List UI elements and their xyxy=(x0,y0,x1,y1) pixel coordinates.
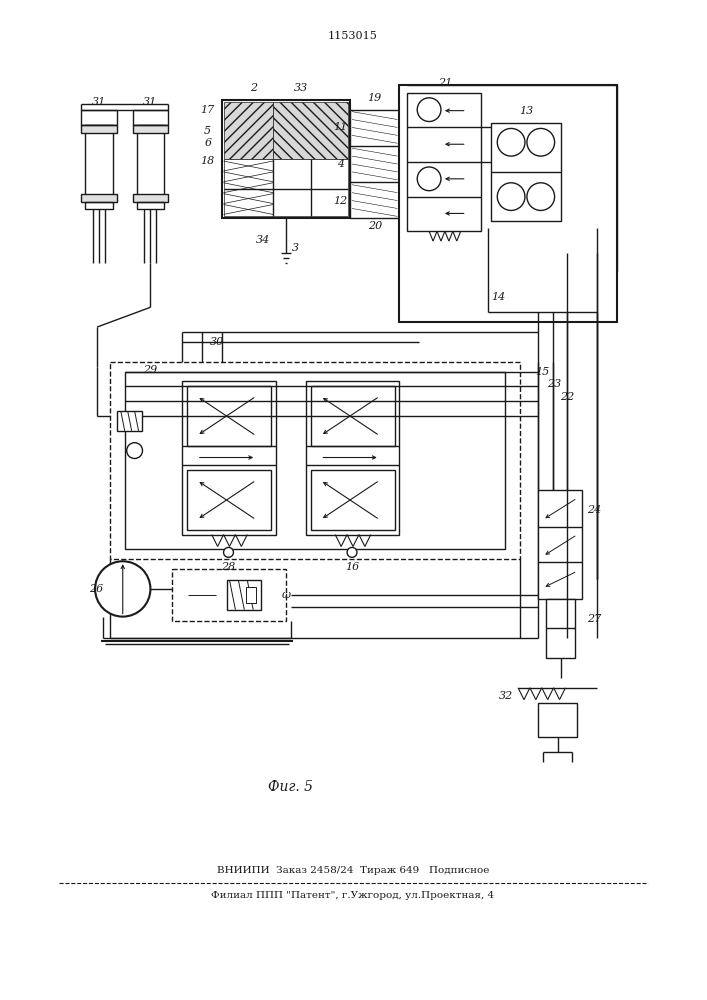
Bar xyxy=(133,110,168,125)
Bar xyxy=(187,386,271,446)
Text: 21: 21 xyxy=(438,78,452,88)
Text: 28: 28 xyxy=(221,562,235,572)
Bar xyxy=(538,490,583,599)
Bar xyxy=(310,386,395,446)
Text: 30: 30 xyxy=(209,337,223,347)
Bar xyxy=(534,135,548,149)
Circle shape xyxy=(223,547,233,557)
Circle shape xyxy=(127,443,143,458)
Circle shape xyxy=(527,128,554,156)
Text: 20: 20 xyxy=(368,221,382,231)
Text: Филиал ППП "Патент", г.Ужгород, ул.Проектная, 4: Филиал ППП "Патент", г.Ужгород, ул.Проек… xyxy=(211,891,495,900)
Bar xyxy=(546,599,575,658)
Text: 4: 4 xyxy=(337,159,344,169)
Bar xyxy=(81,125,117,133)
Bar xyxy=(226,580,261,610)
Text: 13: 13 xyxy=(519,106,533,116)
Text: 34: 34 xyxy=(256,235,270,245)
Text: 3: 3 xyxy=(292,243,299,253)
Bar xyxy=(305,381,399,535)
Bar xyxy=(173,569,286,621)
Text: 16: 16 xyxy=(345,562,359,572)
Bar xyxy=(399,85,617,322)
Text: 29: 29 xyxy=(144,365,158,375)
Text: Фиг. 5: Фиг. 5 xyxy=(268,780,313,794)
Circle shape xyxy=(527,183,554,210)
Text: ω: ω xyxy=(281,590,291,600)
Text: 17: 17 xyxy=(201,105,215,115)
Bar xyxy=(504,185,518,199)
Text: 19: 19 xyxy=(368,93,382,103)
Text: 26: 26 xyxy=(89,584,103,594)
Bar xyxy=(81,110,117,125)
Text: 22: 22 xyxy=(561,392,575,402)
Bar xyxy=(124,372,506,549)
Bar xyxy=(407,93,481,231)
Text: 31: 31 xyxy=(92,97,106,107)
Bar xyxy=(504,135,518,149)
Bar xyxy=(538,703,578,737)
Bar xyxy=(133,125,168,133)
Circle shape xyxy=(417,98,441,122)
Bar xyxy=(182,381,276,535)
Text: 24: 24 xyxy=(587,505,601,515)
Bar xyxy=(350,110,399,218)
Text: 15: 15 xyxy=(536,367,550,377)
Text: 2: 2 xyxy=(250,83,257,93)
Bar xyxy=(81,194,117,202)
Text: 27: 27 xyxy=(587,614,601,624)
Text: 1153015: 1153015 xyxy=(328,31,378,41)
Text: 6: 6 xyxy=(204,138,211,148)
Text: 32: 32 xyxy=(499,691,513,701)
Text: ВНИИПИ  Заказ 2458/24  Тираж 649   Подписное: ВНИИПИ Заказ 2458/24 Тираж 649 Подписное xyxy=(217,866,489,875)
Bar xyxy=(136,125,164,209)
Text: 11: 11 xyxy=(333,122,347,132)
Text: 12: 12 xyxy=(333,196,347,206)
Bar xyxy=(110,362,520,559)
Text: 14: 14 xyxy=(491,292,506,302)
Text: 5: 5 xyxy=(204,126,211,136)
Circle shape xyxy=(347,547,357,557)
Bar xyxy=(187,470,271,530)
Circle shape xyxy=(497,128,525,156)
Circle shape xyxy=(417,167,441,191)
Bar xyxy=(223,102,273,159)
Bar xyxy=(133,194,168,202)
Bar xyxy=(223,159,348,216)
Text: 33: 33 xyxy=(293,83,308,93)
Bar xyxy=(273,102,348,159)
Circle shape xyxy=(95,561,151,617)
Text: 31: 31 xyxy=(144,97,158,107)
Text: 23: 23 xyxy=(547,379,562,389)
Circle shape xyxy=(497,183,525,210)
Bar xyxy=(117,411,141,431)
Bar xyxy=(221,100,350,218)
Bar xyxy=(246,587,256,603)
Text: 18: 18 xyxy=(201,156,215,166)
Bar xyxy=(534,185,548,199)
Bar xyxy=(310,470,395,530)
Bar xyxy=(491,123,561,221)
Bar xyxy=(86,125,113,209)
